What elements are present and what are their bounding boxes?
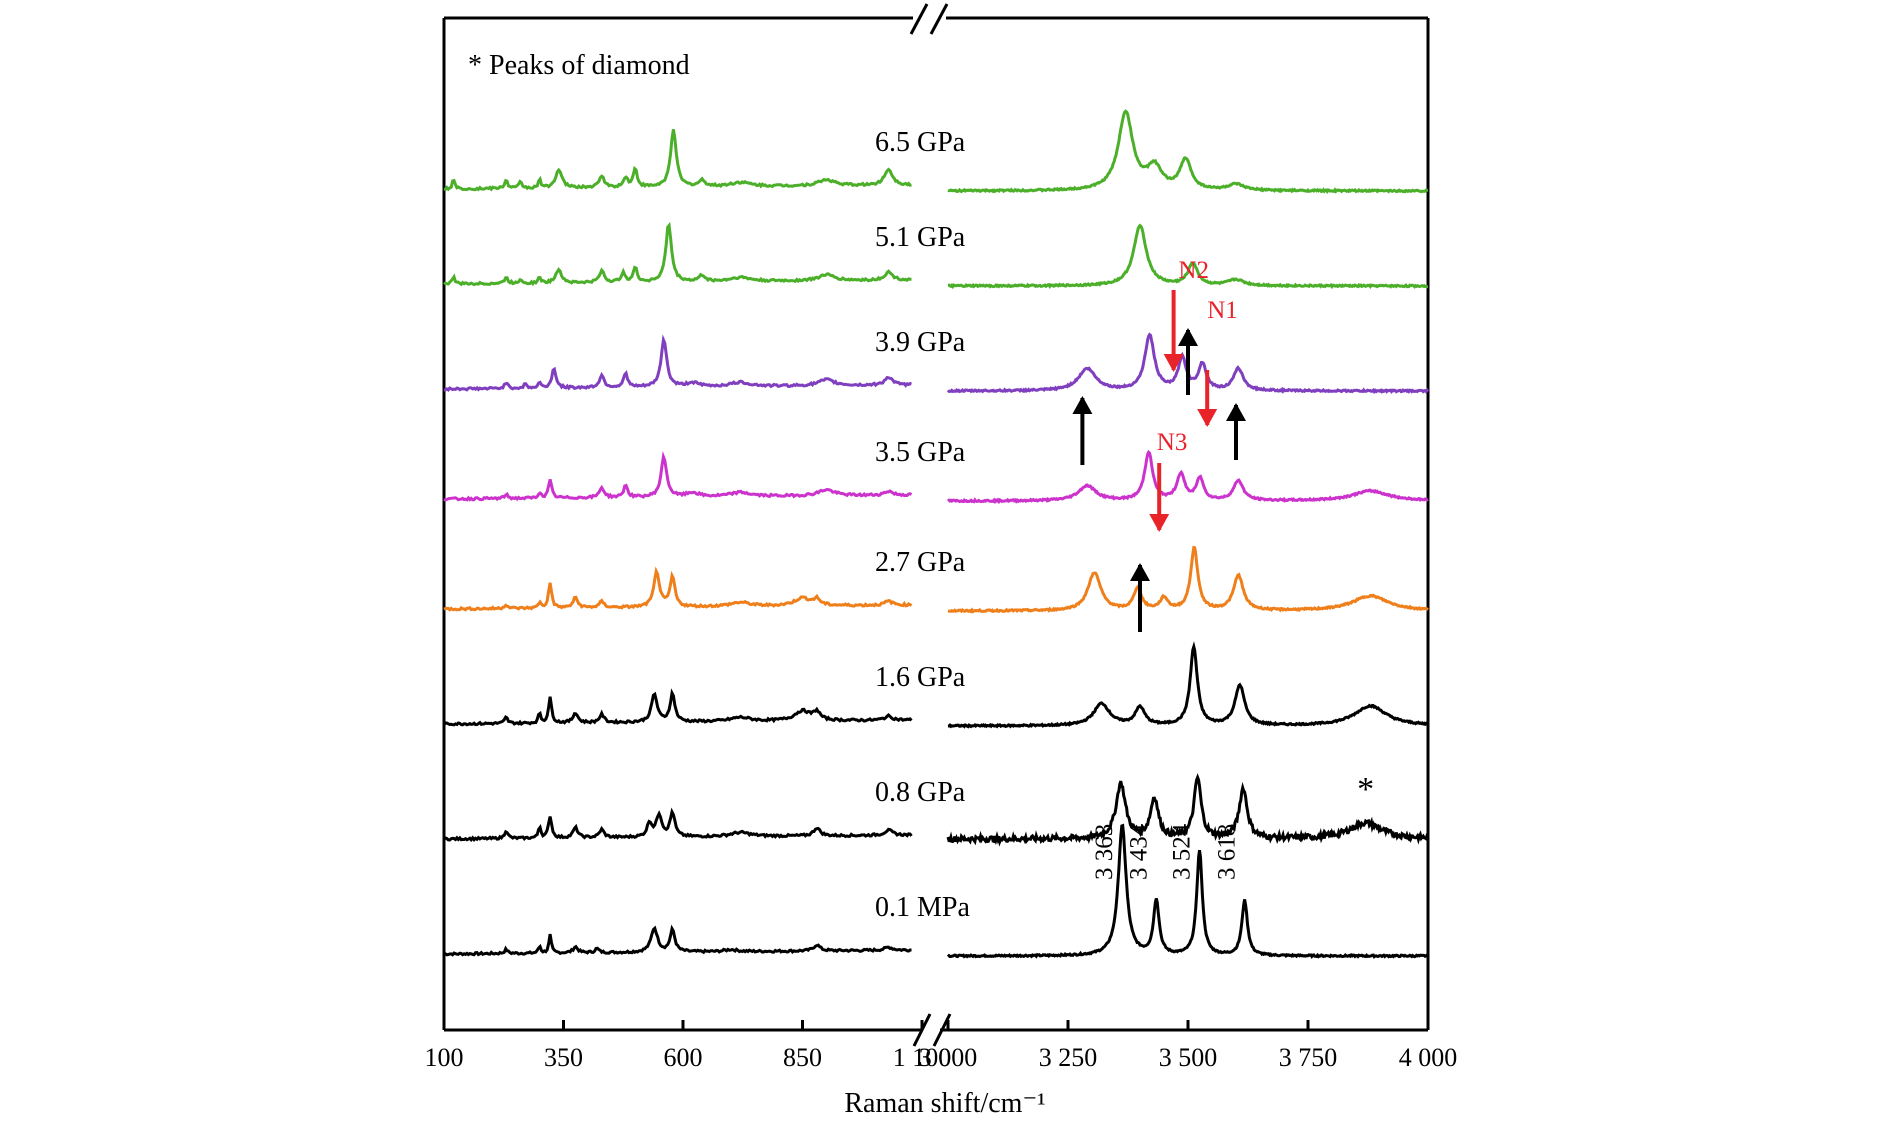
series-line-low xyxy=(443,450,913,502)
x-tick-label: 1 100 xyxy=(893,1043,952,1072)
annotation-label: N3 xyxy=(1157,429,1188,456)
pressure-label: 0.1 MPa xyxy=(875,892,970,923)
pressure-label: 3.9 GPa xyxy=(875,327,966,358)
series-line-high xyxy=(946,449,1429,505)
pressure-label: 5.1 GPa xyxy=(875,222,966,253)
peak-label: 3 524 xyxy=(1169,823,1196,880)
pressure-label: 1.6 GPa xyxy=(875,662,966,693)
series-line-low xyxy=(442,688,913,727)
axis-break-top xyxy=(909,3,949,35)
pressure-label: 2.7 GPa xyxy=(875,547,966,578)
series-line-low xyxy=(443,566,913,612)
annotations: N1 N2 N3 xyxy=(1072,257,1246,632)
series-line-low xyxy=(443,807,913,842)
annotation-label: N2 xyxy=(1178,257,1209,284)
peak-label: 3 434 xyxy=(1125,823,1152,880)
series-line-high xyxy=(948,223,1429,290)
black-arrow-head xyxy=(1130,563,1150,581)
pressure-label: 0.8 GPa xyxy=(875,777,966,808)
series-line-high xyxy=(947,641,1429,729)
series-lines xyxy=(442,109,1430,960)
red-arrow-head xyxy=(1149,514,1170,532)
break-slash xyxy=(909,3,929,35)
black-arrow-head xyxy=(1072,396,1093,414)
x-tick-label: 100 xyxy=(425,1043,464,1072)
series-line-low xyxy=(443,221,912,287)
x-tick-label: 3 000 xyxy=(919,1043,978,1072)
annotation-label: N1 xyxy=(1207,297,1238,324)
break-slash xyxy=(932,1013,952,1047)
pressure-labels: 0.1 MPa 0.8 GPa 1.6 GPa 2.7 GPa 3.5 GPa 3.9 G… xyxy=(875,127,970,923)
black-arrow-head xyxy=(1178,328,1198,346)
series-line-low xyxy=(443,129,912,192)
series-line-high xyxy=(947,545,1429,614)
break-slash xyxy=(929,3,949,35)
series-line-low xyxy=(443,334,912,392)
pressure-label: 3.5 GPa xyxy=(875,437,966,468)
diamond-marker: * xyxy=(1357,771,1374,808)
x-tick-label: 3 750 xyxy=(1279,1043,1338,1072)
peak-label: 3 363 xyxy=(1091,824,1118,880)
peak-label: 3 618 xyxy=(1214,824,1241,880)
x-tick-label: 850 xyxy=(783,1043,822,1072)
red-arrow-head xyxy=(1163,354,1184,372)
x-tick-label: 3 500 xyxy=(1159,1043,1218,1072)
peak-labels: 3 363 3 434 3 524 3 618 * xyxy=(1091,771,1374,880)
series-line-high xyxy=(946,823,1430,960)
series-line-low xyxy=(443,924,912,957)
x-axis-title: Raman shift/cm⁻¹ xyxy=(844,1088,1045,1119)
diamond-note: * Peaks of diamond xyxy=(468,50,690,81)
x-tick-label: 4 000 xyxy=(1399,1043,1458,1072)
red-arrow-head xyxy=(1197,409,1218,427)
x-tick-label: 600 xyxy=(664,1043,703,1072)
series-line-high xyxy=(947,109,1429,194)
plot-frame xyxy=(442,16,1430,1032)
black-arrow-head xyxy=(1226,403,1246,421)
series-line-high xyxy=(946,773,1429,847)
x-tick-label: 3 250 xyxy=(1039,1043,1098,1072)
pressure-label: 6.5 GPa xyxy=(875,127,966,158)
x-tick-label: 350 xyxy=(544,1043,583,1072)
